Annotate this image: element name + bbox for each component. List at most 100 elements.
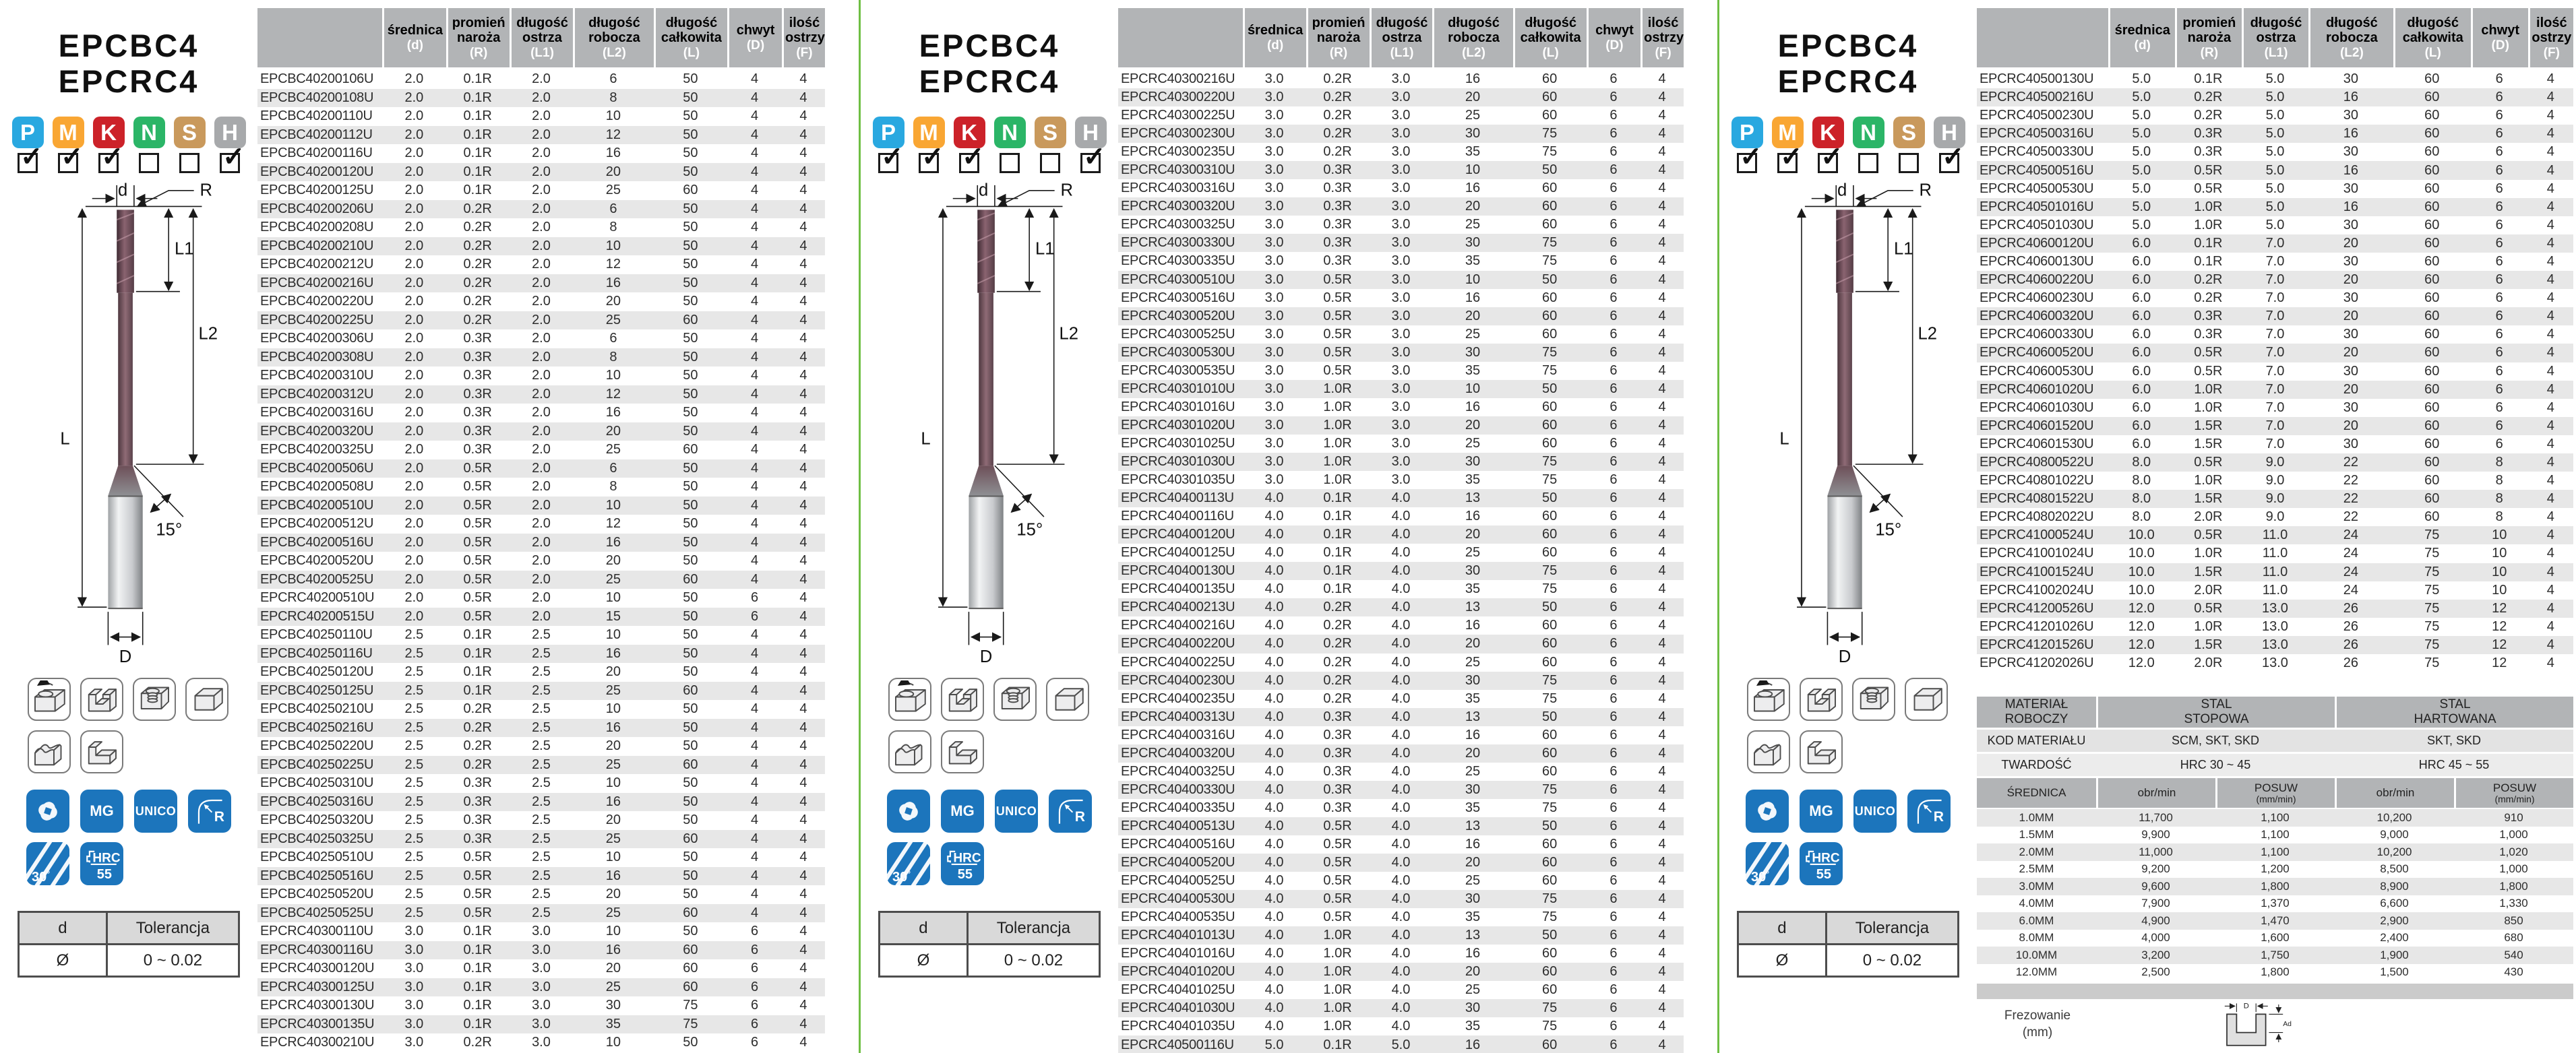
unico-badge: UNICO	[995, 790, 1038, 833]
spec-cell: 60	[1541, 509, 1558, 524]
spec-cell: 60	[1541, 946, 1558, 961]
table-row: EPCBC40250516U 2.5 0.5R 2.5 16 50 4 4	[257, 866, 825, 885]
spec-cell: 4	[1658, 873, 1666, 889]
part-number-cell: EPCRC40401013U	[1121, 928, 1235, 943]
spec-cell: 75	[1541, 581, 1558, 597]
spec-cell: 12	[605, 386, 621, 402]
spec-cell: 60	[1541, 1037, 1558, 1052]
part-number-cell: EPCRC40300520U	[1121, 308, 1235, 323]
spec-cell: 75	[1541, 472, 1558, 488]
table-row: EPCRC40400230U 4.0 0.2R 4.0 30 75 6 4	[1118, 671, 1684, 690]
unico-badge: UNICO	[1853, 790, 1897, 833]
tool-dimension-diagram: d R L1 L2 L 15° D	[885, 180, 1094, 668]
spec-cell: 5.0	[2132, 90, 2151, 105]
spec-cell: 16	[1465, 836, 1481, 852]
spec-cell: 3.0	[1391, 235, 1411, 251]
spec-cell: 3.0	[1264, 217, 1284, 232]
spec-cell: 1.0R	[2194, 618, 2223, 634]
spec-cell: 2.0	[532, 238, 551, 253]
spec-cell: 20	[2343, 418, 2358, 433]
spec-cell: 4	[799, 942, 807, 957]
spec-cell: 10	[605, 1035, 621, 1050]
spec-cell: 60	[1541, 654, 1558, 670]
spec-cell: 0.5R	[463, 534, 492, 550]
spec-cell: 4	[750, 71, 759, 87]
spec-cell: 12	[2492, 600, 2507, 616]
spec-cell: 10	[605, 924, 621, 939]
iso-class-P: P	[1731, 117, 1763, 174]
spec-cell: 1.0R	[1323, 472, 1352, 488]
svg-text:Ad: Ad	[2283, 1021, 2292, 1028]
table-row: EPCRC40600320U 6.0 0.3R 7.0 20 60 6 4	[1977, 307, 2573, 326]
table-row: EPCRC40300535U 3.0 0.5R 3.0 35 75 6 4	[1118, 362, 1684, 380]
page-title: EPCBC4 EPCRC4	[1778, 28, 1919, 99]
spec-cell: 6	[1609, 709, 1618, 724]
spec-cell: 4	[1658, 910, 1666, 925]
spec-cell: 4	[1658, 108, 1666, 123]
section-info-column: EPCBC4 EPCRC4 PMKNSH	[0, 0, 257, 1053]
table-row: EPCRC40400330U 4.0 0.3R 4.0 30 75 6 4	[1118, 780, 1684, 799]
spec-cell: 4	[1658, 290, 1666, 305]
spec-cell: 35	[1465, 691, 1481, 706]
part-number-cell: EPCRC40500316U	[1980, 126, 2094, 141]
part-number-cell: EPCBC40250516U	[260, 868, 374, 883]
table-row: EPCRC40400535U 4.0 0.5R 4.0 35 75 6 4	[1118, 908, 1684, 926]
part-number-cell: EPCBC40200306U	[260, 331, 374, 346]
spec-cell: 25	[1465, 873, 1481, 889]
table-row: EPCRC40401025U 4.0 1.0R 4.0 25 60 6 4	[1118, 981, 1684, 999]
dim-angle-label: 15°	[1016, 521, 1043, 540]
spec-cell: 4	[799, 460, 807, 476]
cutting-parameters-block: MATERIAŁ ROBOCZY STAL STOPOWA STAL HARTO…	[1977, 697, 2573, 1053]
spec-cell: 4	[799, 497, 807, 513]
iso-P-checkbox	[18, 143, 43, 174]
spec-cell: 5.0	[2265, 217, 2285, 232]
parameter-cell: 10,200	[2376, 845, 2412, 858]
spec-cell: 0.2R	[463, 757, 492, 772]
table-row: EPCRC40500316U 5.0 0.3R 5.0 16 60 6 4	[1977, 125, 2573, 143]
profile-milling-icon	[1747, 730, 1790, 774]
four-flute-icon	[1746, 790, 1789, 833]
table-row: EPCBC40250225U 2.5 0.2R 2.5 25 60 4 4	[257, 755, 825, 774]
spec-cell: 4.0	[1391, 727, 1411, 742]
iso-class-K: K	[953, 117, 985, 174]
part-number-cell: EPCRC40600330U	[1980, 327, 2094, 342]
spec-cell: 0.1R	[1323, 581, 1352, 597]
spec-cell: 4	[1658, 1037, 1666, 1052]
spec-cell: 2.5	[404, 682, 424, 698]
spec-cell: 0.5R	[463, 497, 492, 513]
cutting-row: 1.5MM 9,900 1,100 9,000 1,000	[1977, 827, 2573, 844]
shoulder-milling-icon	[1800, 730, 1843, 774]
spec-cell: 6	[1609, 435, 1618, 451]
table-row: EPCBC40200506U 2.0 0.5R 2.0 6 50 4 4	[257, 459, 825, 478]
spec-cell: 4.0	[1264, 928, 1284, 943]
spec-cell: 60	[683, 979, 698, 994]
table-row: EPCRC40401030U 4.0 1.0R 4.0 30 75 6 4	[1118, 999, 1684, 1018]
svg-text:R: R	[1075, 809, 1085, 825]
spec-cell: 2.0	[532, 294, 551, 309]
spec-cell: 0.1R	[1323, 509, 1352, 524]
part-number-cell: EPCRC40401025U	[1121, 982, 1235, 998]
part-number-cell: EPCRC40400316U	[1121, 727, 1235, 742]
diameter-cell: 8.0MM	[2019, 931, 2054, 945]
spec-cell: 60	[2424, 181, 2440, 196]
spec-cell: 24	[2343, 546, 2358, 561]
spec-cell: 2.0	[532, 405, 551, 420]
part-number-cell: EPCRC40501016U	[1980, 199, 2094, 214]
profile-milling-icon	[888, 730, 931, 774]
spec-cell: 7.0	[2265, 327, 2285, 342]
spec-cell: 10	[2492, 564, 2507, 579]
spec-cell: 7.0	[2265, 418, 2285, 433]
spec-cell: 4	[2546, 345, 2554, 360]
spec-cell: 2.0R	[2194, 582, 2223, 598]
side-milling-icon	[185, 678, 228, 722]
spec-cell: 2.0	[532, 90, 551, 105]
spec-cell: 50	[683, 775, 698, 791]
spec-cell: 0.3R	[463, 794, 492, 809]
spec-cell: 0.5R	[1323, 326, 1352, 342]
table-row: EPCBC40200516U 2.0 0.5R 2.0 16 50 4 4	[257, 533, 825, 552]
table-row: EPCRC40300230U 3.0 0.2R 3.0 30 75 6 4	[1118, 125, 1684, 143]
spec-cell: 6	[2495, 272, 2503, 288]
spec-cell: 75	[1541, 891, 1558, 907]
table-row: EPCRC40501016U 5.0 1.0R 5.0 16 60 6 4	[1977, 197, 2573, 216]
spec-cell: 3.0	[1391, 472, 1411, 488]
